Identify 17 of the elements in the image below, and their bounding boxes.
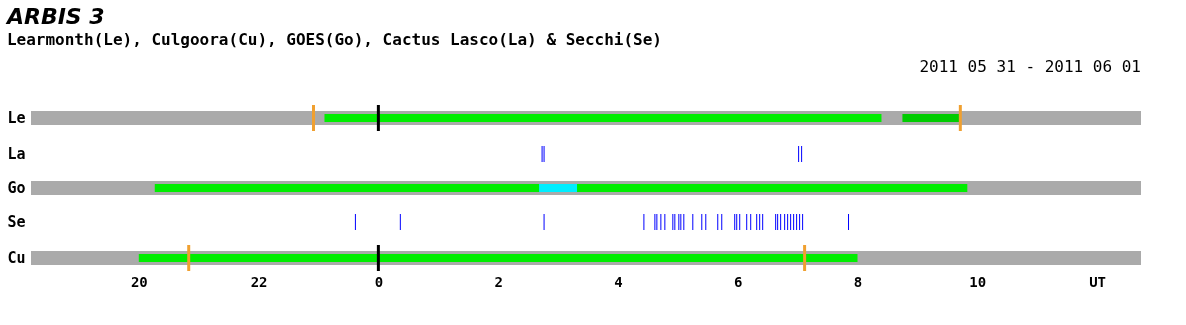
y-tick-label: Le <box>7 109 26 127</box>
x-tick-label: 8 <box>853 273 863 290</box>
x-tick-label: 10 <box>969 273 987 290</box>
x-tick-label: 22 <box>250 273 268 290</box>
x-tick-label: 6 <box>734 273 743 290</box>
y-tick-label: Se <box>7 213 26 231</box>
chart-subtitle: Learmonth(Le), Culgoora(Cu), GOES(Go), Cactus Lasco(La) & Secchi(Se) <box>6 30 662 49</box>
chart-title: ARBIS 3 <box>4 4 105 29</box>
x-tick-label: 4 <box>614 273 623 290</box>
y-tick-label: Go <box>7 179 26 197</box>
x-tick-label: UT <box>1089 273 1107 290</box>
y-tick-label: La <box>7 145 26 163</box>
x-tick-label: 0 <box>374 273 384 290</box>
annotation: 2011 05 31 - 2011 06 01 <box>919 57 1141 76</box>
x-tick-label: 20 <box>130 273 148 290</box>
y-tick-label: Cu <box>7 249 26 267</box>
x-tick-label: 2 <box>494 273 503 290</box>
